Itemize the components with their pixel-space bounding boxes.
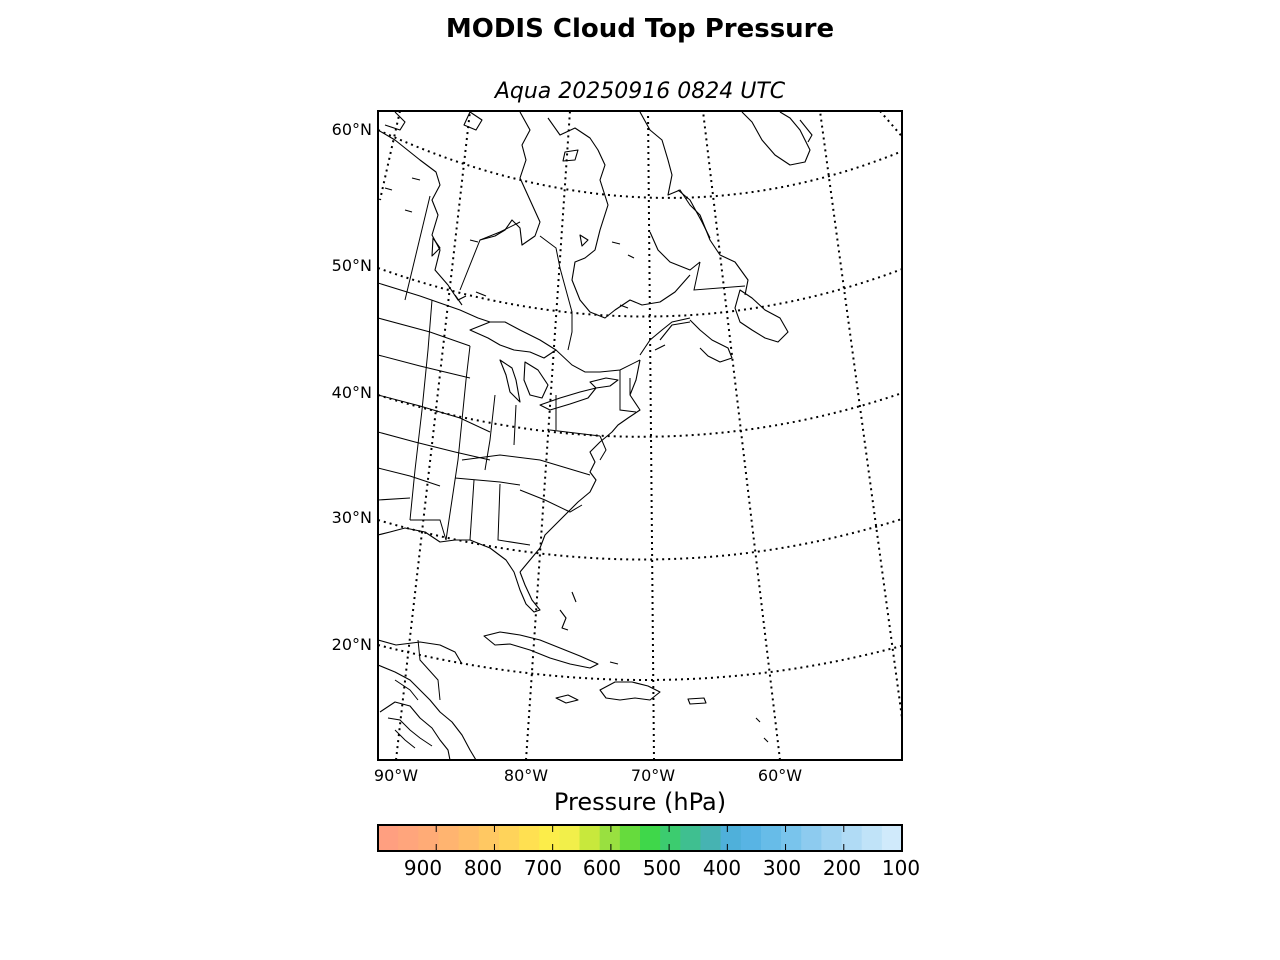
colorbar-segment <box>821 825 843 851</box>
colorbar-segment <box>760 825 782 851</box>
colorbar-segment <box>579 825 601 851</box>
colorbar-segment <box>660 825 681 851</box>
lon-label-90w: 90°W <box>373 766 419 785</box>
colorbar-segment <box>458 825 480 851</box>
colorbar-tick-900: 900 <box>403 856 443 880</box>
parallel-gridlines <box>378 129 902 681</box>
colorbar-segment <box>740 825 762 851</box>
colorbar-tick-800: 800 <box>463 856 503 880</box>
colorbar-segment <box>640 825 661 851</box>
colorbar-segment <box>801 825 822 851</box>
map-content <box>378 111 902 760</box>
meridian-90w <box>395 111 471 760</box>
meridian-100w <box>379 111 401 201</box>
parallel-50n <box>378 267 902 318</box>
colorbar-tick-500: 500 <box>642 856 682 880</box>
meridian-gridlines <box>379 111 902 760</box>
meridian-60w <box>702 111 781 760</box>
parallel-40n <box>378 391 902 438</box>
colorbar-tick-100: 100 <box>881 856 921 880</box>
political-borders <box>378 195 746 749</box>
colorbar-frame <box>377 824 903 852</box>
colorbar-segment <box>881 825 903 851</box>
colorbar-segment <box>398 825 419 851</box>
colorbar-tick-300: 300 <box>762 856 802 880</box>
colorbar <box>377 824 903 852</box>
coastlines <box>378 111 813 760</box>
colorbar-segment <box>700 825 722 851</box>
colorbar-segment <box>680 825 702 851</box>
lat-label-30n: 30°N <box>331 508 372 527</box>
lon-label-70w: 70°W <box>630 766 676 785</box>
parallel-60n <box>378 129 902 199</box>
colorbar-segment <box>498 825 520 851</box>
colorbar-segment <box>438 825 460 851</box>
meridian-80w <box>525 111 571 760</box>
colorbar-tick-600: 600 <box>582 856 622 880</box>
colorbar-title: Pressure (hPa) <box>553 788 727 816</box>
colorbar-segment <box>720 825 742 851</box>
lat-label-60n: 60°N <box>331 120 372 139</box>
lat-label-40n: 40°N <box>331 383 372 402</box>
colorbar-segment <box>418 825 440 851</box>
colorbar-segment <box>841 825 863 851</box>
lon-label-80w: 80°W <box>503 766 549 785</box>
lon-label-60w: 60°W <box>757 766 803 785</box>
meridian-50w <box>819 111 902 726</box>
colorbar-segment <box>619 825 641 851</box>
colorbar-segment <box>378 825 399 851</box>
colorbar-tick-200: 200 <box>822 856 862 880</box>
meridian-70w <box>647 111 655 760</box>
map-frame <box>377 110 903 761</box>
colorbar-segment <box>519 825 540 851</box>
map-subtitle: Aqua 20250916 0824 UTC <box>494 79 786 104</box>
parallel-20n <box>378 644 902 681</box>
colorbar-tick-700: 700 <box>523 856 563 880</box>
colorbar-tick-400: 400 <box>702 856 742 880</box>
colorbar-segment <box>559 825 581 851</box>
meridian-40w <box>879 111 902 139</box>
colorbar-segment <box>478 825 500 851</box>
parallel-30n <box>378 517 902 561</box>
colorbar-segment <box>861 825 883 851</box>
colorbar-segment <box>539 825 560 851</box>
lat-label-50n: 50°N <box>331 256 372 275</box>
colorbar-segment <box>599 825 621 851</box>
figure-title: MODIS Cloud Top Pressure <box>445 14 835 44</box>
lat-label-20n: 20°N <box>331 635 372 654</box>
colorbar-segment <box>781 825 802 851</box>
